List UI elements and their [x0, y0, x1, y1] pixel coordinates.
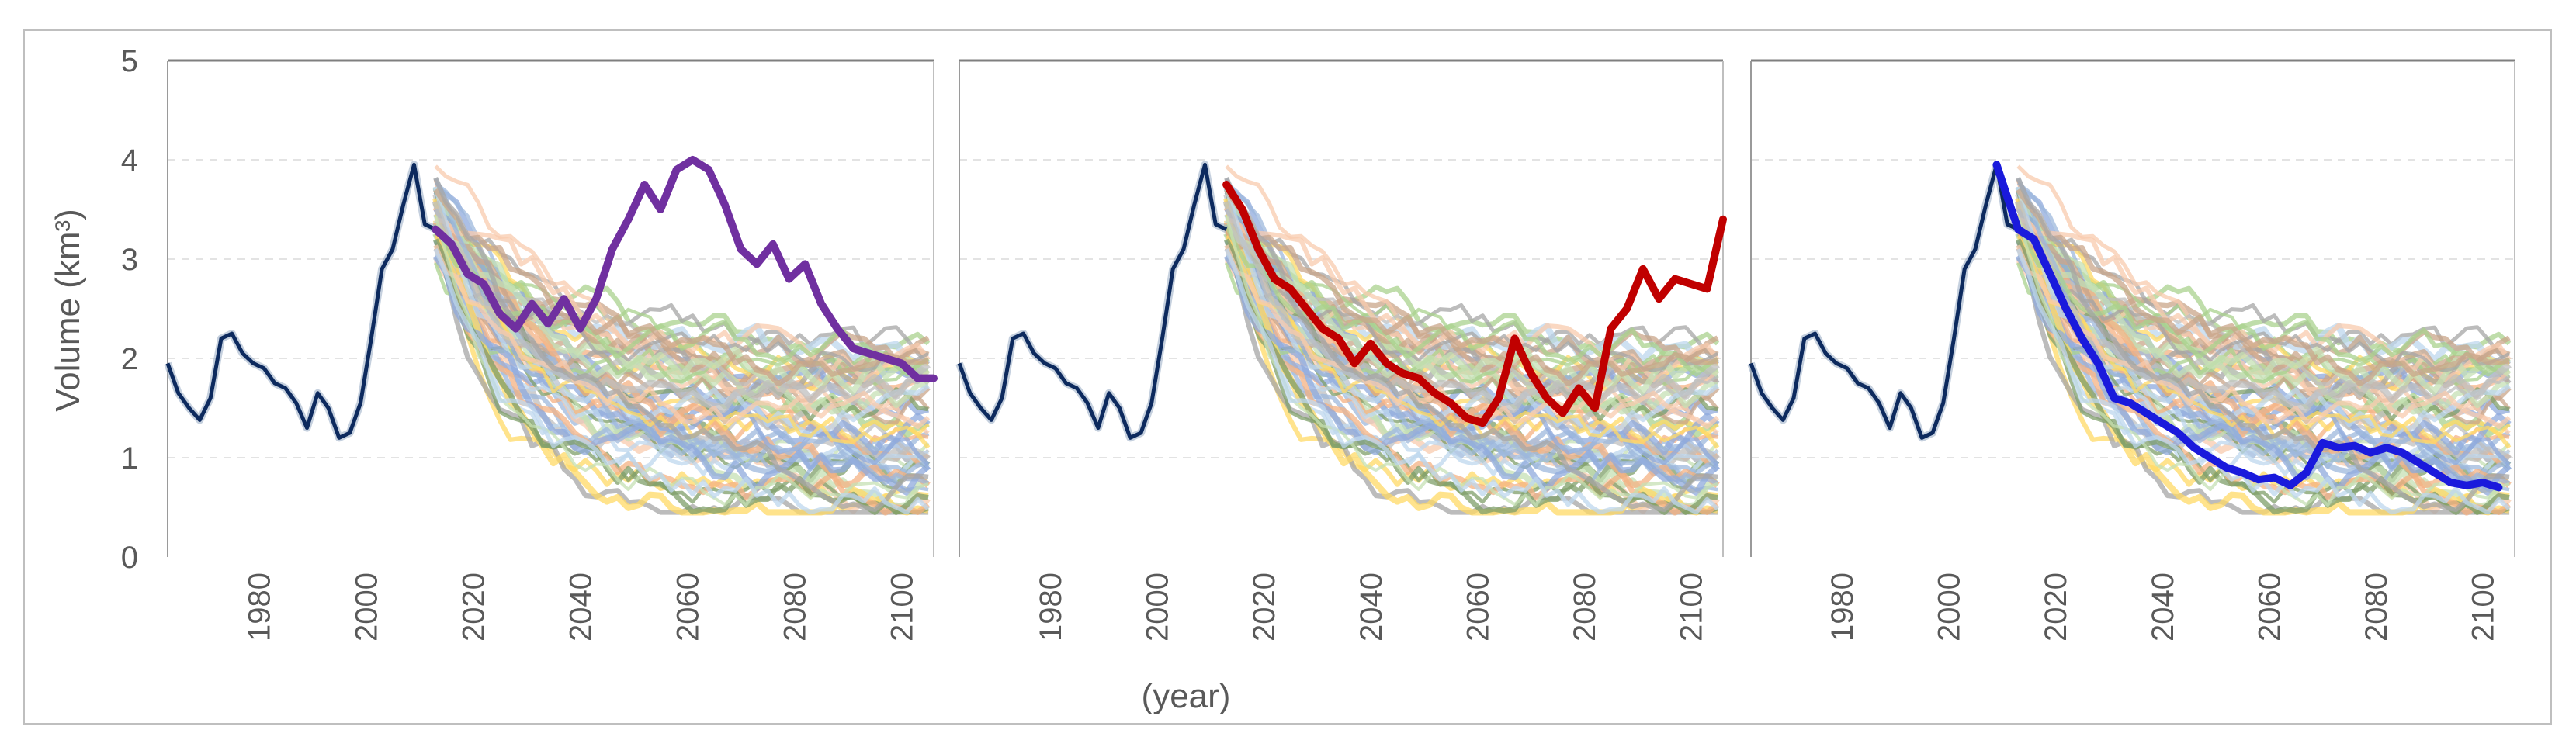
x-tick-label: 2000	[1141, 572, 1175, 642]
historical-line-shadow	[1747, 161, 2020, 442]
ensemble-line	[1222, 200, 1720, 412]
ensemble-line	[2016, 208, 2512, 466]
x-tick-label: 2100	[886, 572, 920, 642]
ensemble-line	[432, 185, 930, 438]
ensemble-line	[2016, 177, 2510, 513]
historical-line-shadow	[164, 161, 438, 442]
x-tick-label: 2080	[2359, 572, 2394, 642]
x-tick-label: 2060	[1461, 572, 1496, 642]
historical-line	[165, 162, 437, 440]
x-tick-label: 1980	[242, 572, 276, 642]
x-tick-label: 2100	[1675, 572, 1709, 642]
ensemble-line	[2014, 200, 2512, 412]
x-tick-label: 2020	[456, 572, 491, 642]
ensemble-line	[433, 208, 931, 466]
ensemble-line	[1223, 185, 1719, 438]
x-tick-label: 2080	[1568, 572, 1602, 642]
x-tick-label: 2100	[2467, 572, 2501, 642]
x-tick-label: 2000	[349, 572, 383, 642]
ensemble-line	[2015, 238, 2510, 515]
x-tick-label: 2000	[1933, 572, 1967, 642]
ensemble-line	[433, 244, 931, 430]
ensemble-line	[433, 188, 929, 387]
y-axis-label: Volume (km³)	[49, 209, 87, 412]
x-tick-label: 2080	[778, 572, 813, 642]
panel-3: 1980 2000 2020 2040 2060 2080 2100	[1747, 59, 2515, 642]
y-tick-label: 0	[121, 541, 138, 575]
ensemble-line	[1223, 238, 1718, 515]
ensemble-line	[2016, 244, 2512, 430]
x-tick-label: 2040	[1354, 572, 1389, 642]
panel-1: 1980 2000 2020 2040 2060 2080 2100	[164, 59, 938, 642]
y-tick-label: 1	[121, 441, 138, 476]
x-tick-label: 2020	[1247, 572, 1281, 642]
x-axis-label: (year)	[1142, 677, 1231, 715]
ensemble-line	[2016, 188, 2510, 387]
ensemble-line	[1223, 254, 1720, 496]
highlight-line-purple	[432, 156, 938, 382]
ensemble-line	[433, 248, 930, 515]
x-tick-label: 2060	[2253, 572, 2287, 642]
ensemble-line	[1224, 188, 1718, 387]
ensemble-line	[432, 254, 931, 496]
highlight-line-blue	[1992, 161, 2503, 492]
x-tick-label: 2040	[564, 572, 598, 642]
historical-line	[957, 162, 1228, 440]
y-tick-label: 5	[121, 44, 138, 78]
ensemble-line	[432, 221, 931, 395]
historical-line	[1749, 162, 2020, 440]
panel-2: 1980 2000 2020 2040 2060 2080 2100	[955, 59, 1727, 642]
ensemble-line	[432, 200, 931, 412]
ensemble-line	[1224, 177, 1718, 513]
x-tick-label: 2020	[2039, 572, 2073, 642]
highlight-line-red	[1222, 181, 1727, 427]
ensemble-line	[1223, 221, 1720, 395]
ensemble-line	[432, 238, 929, 515]
x-tick-label: 1980	[1825, 572, 1860, 642]
x-tick-label: 2060	[671, 572, 706, 642]
x-tick-label: 2040	[2146, 572, 2180, 642]
x-tick-label: 1980	[1034, 572, 1068, 642]
ensemble-line	[1224, 208, 1720, 466]
ensemble-line	[2016, 223, 2511, 377]
historical-line-shadow	[955, 161, 1229, 442]
y-tick-label: 4	[121, 144, 138, 178]
ensemble-line	[1225, 215, 1718, 507]
ensemble-line	[2015, 221, 2512, 395]
ensemble-line	[434, 215, 929, 507]
y-tick-label: 3	[121, 243, 138, 277]
y-tick-label: 2	[121, 342, 138, 376]
ensemble-line	[1224, 248, 1719, 515]
